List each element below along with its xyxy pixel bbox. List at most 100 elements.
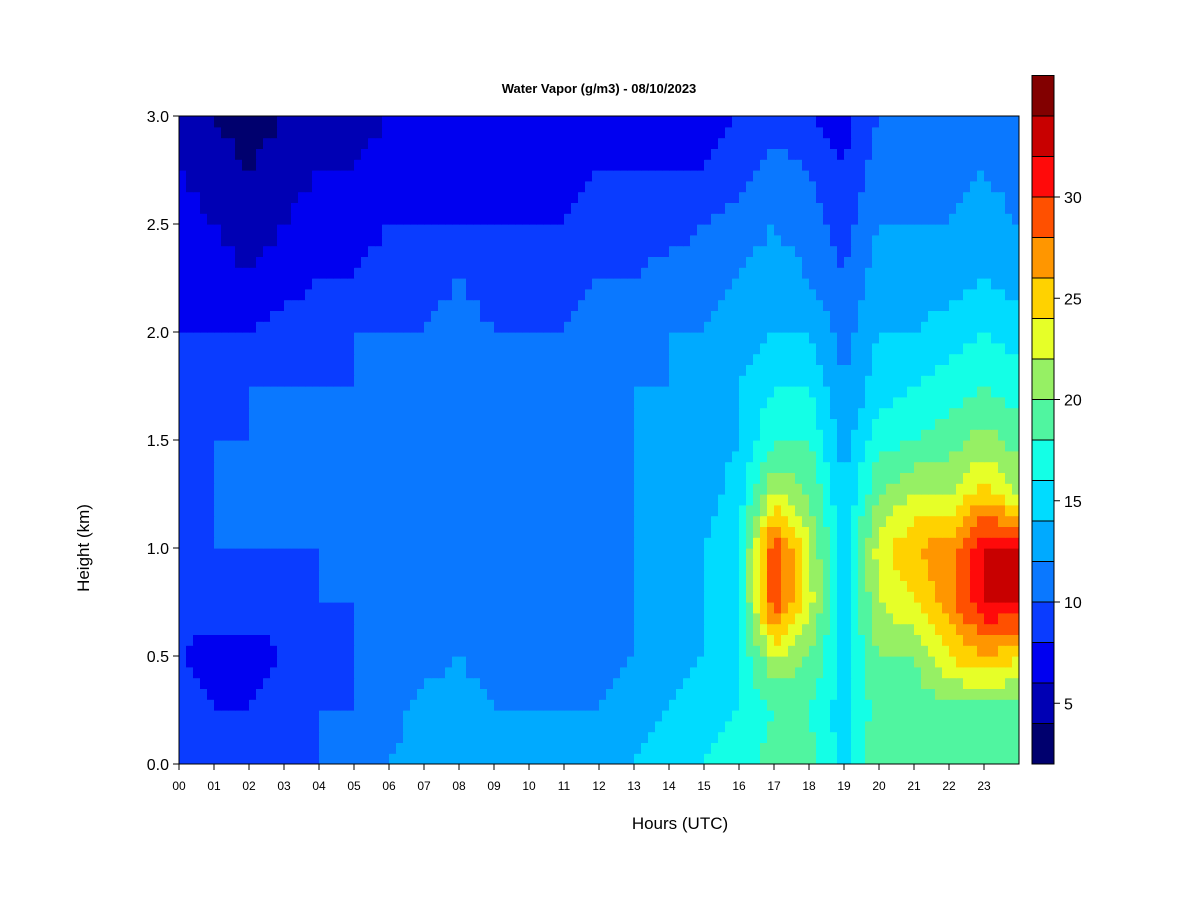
heatmap-cell <box>704 429 712 441</box>
heatmap-cell <box>522 321 530 333</box>
heatmap-cell <box>683 623 691 635</box>
heatmap-cell <box>242 526 250 538</box>
heatmap-cell <box>536 353 544 365</box>
heatmap-cell <box>795 742 803 754</box>
heatmap-cell <box>501 742 509 754</box>
heatmap-cell <box>760 645 768 657</box>
heatmap-cell <box>844 396 852 409</box>
heatmap-cell <box>361 483 369 495</box>
heatmap-cell <box>221 461 229 473</box>
heatmap-cell <box>550 558 558 571</box>
heatmap-cell <box>389 656 397 668</box>
heatmap-cell <box>193 364 201 376</box>
heatmap-cell <box>984 612 992 625</box>
heatmap-cell <box>648 558 656 571</box>
heatmap-cell <box>333 515 341 527</box>
heatmap-cell <box>277 450 285 463</box>
heatmap-cell <box>473 472 481 484</box>
heatmap-cell <box>599 602 607 614</box>
heatmap-cell <box>235 656 243 668</box>
heatmap-cell <box>557 375 565 387</box>
heatmap-cell <box>242 418 250 430</box>
heatmap-cell <box>221 656 229 668</box>
heatmap-cell <box>487 710 495 722</box>
heatmap-cell <box>956 677 964 689</box>
heatmap-cell <box>858 332 866 344</box>
heatmap-cell <box>774 731 782 743</box>
heatmap-cell <box>606 720 614 733</box>
heatmap-cell <box>662 418 670 430</box>
heatmap-cell <box>186 656 194 668</box>
heatmap-cell <box>235 396 243 409</box>
heatmap-cell <box>879 742 887 754</box>
heatmap-cell <box>907 645 915 657</box>
heatmap-cell <box>802 407 810 419</box>
heatmap-cell <box>984 677 992 689</box>
heatmap-cell <box>375 569 383 581</box>
heatmap-cell <box>781 656 789 668</box>
heatmap-cell <box>984 418 992 430</box>
heatmap-cell <box>949 731 957 743</box>
heatmap-cell <box>417 742 425 754</box>
heatmap-cell <box>221 526 229 538</box>
heatmap-cell <box>361 375 369 387</box>
heatmap-cell <box>627 461 635 473</box>
heatmap-cell <box>746 494 754 506</box>
heatmap-cell <box>1012 396 1019 409</box>
heatmap-cell <box>851 731 859 743</box>
heatmap-cell <box>291 710 299 722</box>
heatmap-cell <box>403 656 411 668</box>
heatmap-cell <box>823 580 831 592</box>
heatmap-cell <box>1012 504 1019 517</box>
heatmap-cell <box>977 623 985 635</box>
heatmap-cell <box>361 332 369 344</box>
heatmap-cell <box>501 429 509 441</box>
heatmap-cell <box>319 602 327 614</box>
heatmap-cell <box>858 634 866 646</box>
heatmap-cell <box>802 731 810 743</box>
heatmap-cell <box>347 710 355 722</box>
heatmap-cell <box>676 310 684 322</box>
heatmap-cell <box>438 353 446 365</box>
heatmap-cell <box>984 375 992 387</box>
heatmap-cell <box>578 440 586 452</box>
heatmap-cell <box>886 688 894 700</box>
heatmap-cell <box>382 310 390 322</box>
heatmap-cell <box>753 342 761 355</box>
heatmap-cell <box>424 461 432 473</box>
heatmap-cell <box>942 688 950 700</box>
heatmap-cell <box>326 677 334 689</box>
heatmap-cell <box>543 656 551 668</box>
heatmap-cell <box>354 623 362 635</box>
heatmap-cell <box>312 666 320 679</box>
heatmap-cell <box>354 558 362 571</box>
heatmap-cell <box>732 710 740 722</box>
heatmap-cell <box>928 429 936 441</box>
heatmap-cell <box>907 569 915 581</box>
heatmap-cell <box>914 558 922 571</box>
heatmap-cell <box>844 440 852 452</box>
heatmap-cell <box>627 364 635 376</box>
heatmap-cell <box>249 699 257 711</box>
heatmap-cell <box>858 472 866 484</box>
heatmap-cell <box>893 602 901 614</box>
heatmap-cell <box>760 332 768 344</box>
heatmap-cell <box>970 720 978 733</box>
heatmap-cell <box>648 753 656 764</box>
heatmap-cell <box>452 602 460 614</box>
heatmap-cell <box>522 688 530 700</box>
heatmap-cell <box>487 688 495 700</box>
heatmap-cell <box>620 558 628 571</box>
heatmap-cell <box>816 342 824 355</box>
heatmap-cell <box>256 429 264 441</box>
heatmap-cell <box>263 569 271 581</box>
heatmap-cell <box>669 494 677 506</box>
heatmap-cell <box>424 699 432 711</box>
heatmap-cell <box>641 483 649 495</box>
heatmap-cell <box>851 429 859 441</box>
heatmap-cell <box>515 537 523 549</box>
heatmap-cell <box>207 742 215 754</box>
heatmap-cell <box>529 602 537 614</box>
heatmap-cell <box>676 386 684 398</box>
heatmap-cell <box>249 688 257 700</box>
